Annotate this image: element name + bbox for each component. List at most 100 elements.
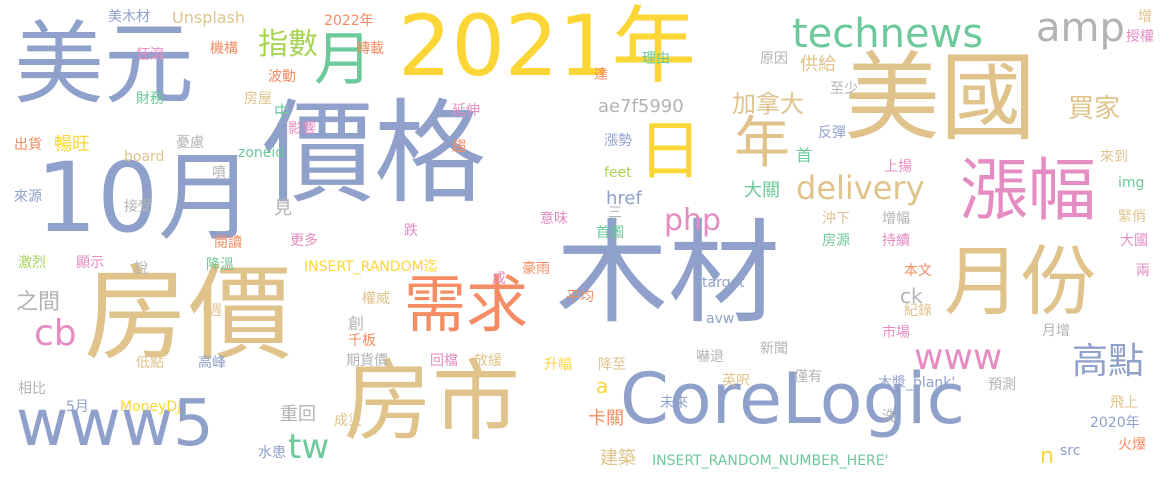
word-benwen: 本文 bbox=[904, 263, 932, 279]
word-liyou: 理由 bbox=[642, 51, 670, 67]
word-xiangbi: 相比 bbox=[18, 381, 46, 397]
word-xuqiu: 需求 bbox=[404, 268, 529, 341]
word-delivery: delivery bbox=[796, 169, 925, 207]
word-shangyang: 上揚 bbox=[884, 159, 912, 175]
word-zhong: 中 bbox=[274, 102, 291, 121]
word-amp: amp bbox=[1036, 5, 1125, 51]
word-xianshi: 顯示 bbox=[76, 255, 104, 271]
word-da: 達 bbox=[594, 67, 608, 83]
word-qianban: 千板 bbox=[348, 333, 376, 349]
word-yuce: 預測 bbox=[988, 377, 1016, 393]
word-nian: 年 bbox=[734, 111, 790, 176]
word-zhishu: 指數 bbox=[258, 27, 318, 62]
word-qihuojia: 期貨價 bbox=[346, 353, 388, 369]
word-blank: 木漿_blank' bbox=[878, 375, 956, 391]
word-jiangzhi: 降至 bbox=[598, 357, 626, 373]
word-shengfu: 升幅 bbox=[544, 357, 572, 373]
word-pingjun: 平均 bbox=[566, 289, 594, 305]
word-ck: ck bbox=[900, 284, 923, 308]
word-pen: 噴 bbox=[212, 165, 226, 181]
word-maijia: 買家 bbox=[1068, 94, 1121, 124]
word-insert2: INSERT_RANDOM迄 bbox=[304, 259, 438, 275]
word-meiyuan: 美元 bbox=[14, 12, 194, 117]
word-didian: 低點 bbox=[136, 355, 164, 371]
word-yanshen: 延伸 bbox=[452, 103, 480, 119]
word-jilu: 紀錄 bbox=[904, 303, 932, 319]
word-fangyuan: 房源 bbox=[822, 233, 850, 249]
word-tw: tw bbox=[288, 427, 330, 467]
word-shouquan: 授權 bbox=[1126, 29, 1154, 45]
word-zhangshi: 漲勢 bbox=[604, 133, 632, 149]
word-jieshou: 接受 bbox=[124, 199, 152, 215]
word-img: img bbox=[1118, 175, 1145, 191]
word-cheng: 成 bbox=[492, 271, 506, 287]
word-xinwen: 新聞 bbox=[760, 341, 788, 357]
word-fangjia: 房價 bbox=[84, 253, 293, 375]
word-changwang: 暢旺 bbox=[54, 134, 90, 155]
word-laiyuan: 來源 bbox=[14, 189, 42, 205]
word-shuo: 說 bbox=[134, 261, 148, 277]
word-may: 5月 bbox=[66, 399, 89, 415]
word-fangshi: 房市 bbox=[344, 350, 521, 453]
word-insert1: INSERT_RANDOM_NUMBER_HERE' bbox=[652, 453, 889, 469]
word-jinyou: 僅有 bbox=[794, 369, 822, 385]
word-zeng: 增 bbox=[1138, 9, 1152, 25]
word-fanghuan: 放緩 bbox=[474, 353, 502, 369]
word-kaguan: 卡關 bbox=[588, 408, 624, 429]
word-quanwei: 權威 bbox=[362, 291, 390, 307]
word-zhangfu: 漲幅 bbox=[960, 152, 1097, 231]
word-yuanyin: 原因 bbox=[760, 51, 788, 67]
word-yingchi: 英呎 bbox=[722, 373, 750, 389]
word-huidang: 回檔 bbox=[430, 353, 458, 369]
word-href: href bbox=[606, 188, 642, 209]
word-y2022: 2022年 bbox=[324, 13, 374, 29]
word-oct: 10月 bbox=[36, 142, 255, 254]
word-gongji: 供給 bbox=[800, 54, 836, 75]
word-avw: avw bbox=[706, 311, 735, 327]
word-chuhuo: 出貨 bbox=[14, 137, 42, 153]
word-jiage: 價格 bbox=[262, 89, 486, 219]
word-y2020: 2020年 bbox=[1090, 415, 1140, 431]
word-jiangwen: 降溫 bbox=[206, 257, 234, 273]
word-fantan: 反彈 bbox=[818, 125, 846, 141]
word-yuedu: 閱讀 bbox=[214, 235, 242, 251]
word-yue: 月 bbox=[314, 25, 373, 93]
word-bodong: 波動 bbox=[268, 69, 296, 85]
word-feishang: 飛上 bbox=[1110, 395, 1138, 411]
word-qu: 趨 bbox=[452, 139, 466, 155]
word-ri: 日 bbox=[638, 115, 702, 189]
word-meimucai: 美木材 bbox=[108, 9, 150, 25]
word-yuefen: 月份 bbox=[944, 237, 1096, 326]
word-youlv: 憂慮 bbox=[176, 135, 204, 151]
word-zengfu: 增幅 bbox=[882, 211, 910, 227]
word-kuangxie: 狂瀉 bbox=[136, 47, 164, 63]
word-jigou: 機構 bbox=[210, 41, 238, 57]
word-jilie: 激烈 bbox=[18, 255, 46, 271]
word-y2021: 2021年 bbox=[398, 0, 696, 95]
word-chonghui: 重回 bbox=[280, 404, 316, 425]
word-shichang: 市場 bbox=[882, 325, 910, 341]
word-zhuanzai: 轉載 bbox=[356, 41, 384, 57]
word-jianada: 加拿大 bbox=[732, 90, 804, 118]
word-www5: www5 bbox=[16, 387, 214, 461]
word-a: a bbox=[596, 374, 609, 398]
word-meiguo: 美國 bbox=[844, 42, 1036, 154]
word-ae7f: ae7f5990 bbox=[598, 96, 684, 117]
word-shuihuan: 水患 bbox=[258, 445, 286, 461]
word-cb: cb bbox=[34, 313, 77, 354]
word-fangwu: 房屋 bbox=[244, 91, 272, 107]
word-gaodian: 高點 bbox=[1072, 341, 1145, 382]
word-daguan: 大關 bbox=[744, 180, 780, 201]
word-chuang: 創 bbox=[348, 314, 365, 333]
word-shou: 首 bbox=[796, 146, 813, 165]
word-board: board bbox=[124, 149, 165, 165]
word-xiatui: 嚇退 bbox=[696, 349, 724, 365]
word-caiwu: 財務 bbox=[136, 91, 164, 107]
word-www: www bbox=[914, 337, 1003, 378]
word-corelogic: CoreLogic bbox=[620, 358, 965, 440]
word-yuezeng: 月增 bbox=[1042, 323, 1070, 339]
word-mucai: 木材 bbox=[556, 209, 780, 339]
word-target: target bbox=[702, 275, 745, 291]
word-daguo: 大國 bbox=[1120, 233, 1148, 249]
word-yiwei: 意味 bbox=[540, 211, 568, 227]
